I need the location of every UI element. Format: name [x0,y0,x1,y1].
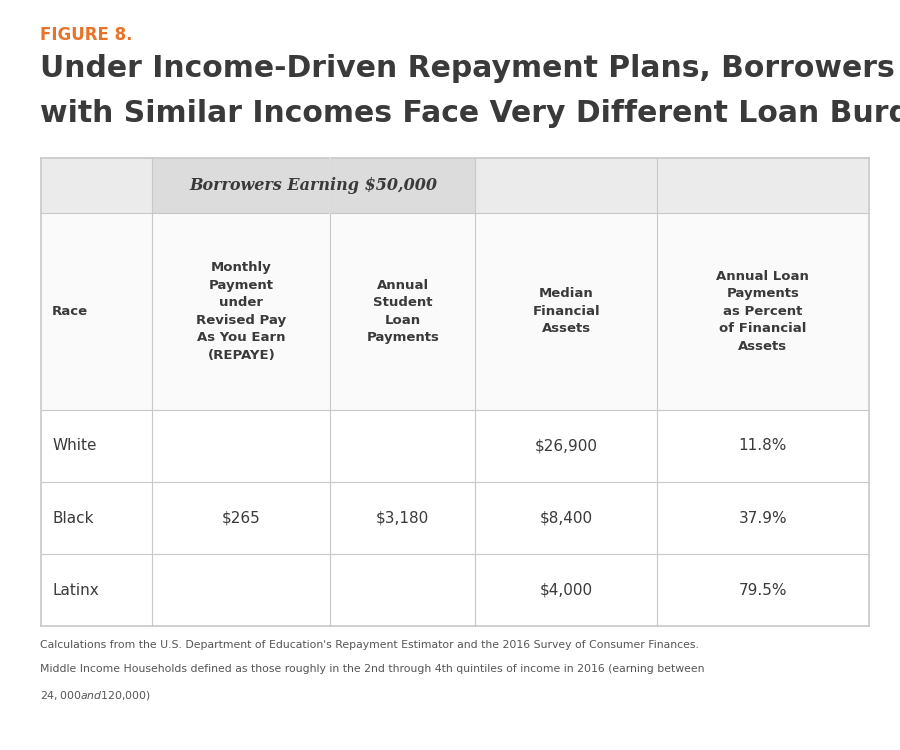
Text: $26,900: $26,900 [535,439,598,454]
Text: $265: $265 [222,511,261,526]
Text: with Similar Incomes Face Very Different Loan Burdens: with Similar Incomes Face Very Different… [40,99,900,128]
Text: Annual
Student
Loan
Payments: Annual Student Loan Payments [366,279,439,344]
Bar [40,410,868,482]
Bar [40,158,868,213]
Text: Calculations from the U.S. Department of Education's Repayment Estimator and the: Calculations from the U.S. Department of… [40,640,699,650]
Text: Under Income-Driven Repayment Plans, Borrowers: Under Income-Driven Repayment Plans, Bor… [40,54,896,83]
Text: 79.5%: 79.5% [739,583,788,598]
Text: Latinx: Latinx [52,583,99,598]
Text: Annual Loan
Payments
as Percent
of Financial
Assets: Annual Loan Payments as Percent of Finan… [716,270,809,353]
Bar [40,213,868,410]
Text: White: White [52,439,96,454]
Text: Middle Income Households defined as those roughly in the 2nd through 4th quintil: Middle Income Households defined as thos… [40,664,705,674]
Text: 37.9%: 37.9% [739,511,788,526]
Text: $4,000: $4,000 [540,583,593,598]
Text: $8,400: $8,400 [540,511,593,526]
Text: FIGURE 8.: FIGURE 8. [40,26,133,44]
Text: $3,180: $3,180 [376,511,429,526]
Bar [40,554,868,626]
Text: 11.8%: 11.8% [739,439,788,454]
Text: Black: Black [52,511,94,526]
Text: Monthly
Payment
under
Revised Pay
As You Earn
(REPAYE): Monthly Payment under Revised Pay As You… [196,261,286,362]
Bar [40,482,868,554]
Bar [152,158,475,213]
Text: $24,000 and $120,000): $24,000 and $120,000) [40,689,151,702]
Text: Race: Race [52,305,88,318]
Text: Borrowers Earning $50,000: Borrowers Earning $50,000 [190,177,437,194]
Text: Median
Financial
Assets: Median Financial Assets [533,287,600,335]
